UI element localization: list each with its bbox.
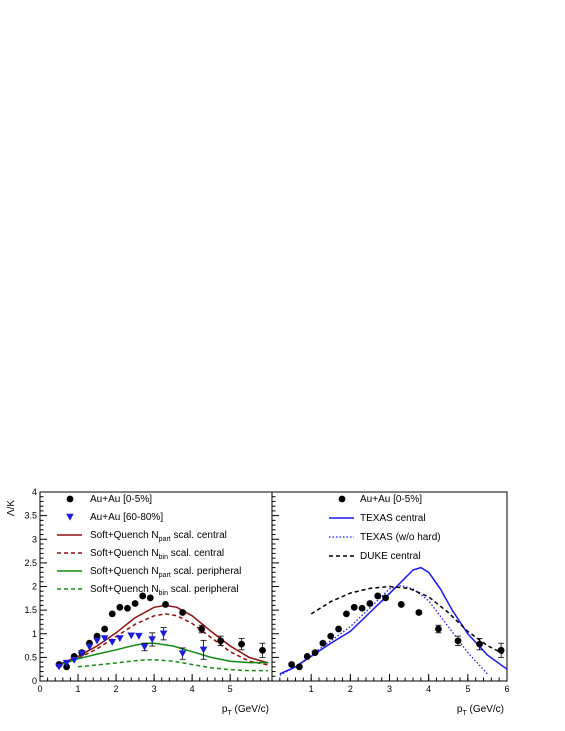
data-point [217, 637, 225, 645]
x-tick-label: 2 [348, 684, 353, 694]
legend-marker [66, 513, 74, 521]
x-axis-label: pT (GeV/c) [222, 704, 269, 717]
data-point [288, 661, 295, 668]
x-tick-label: 1 [76, 684, 81, 694]
curve-line [279, 584, 488, 676]
x-tick-label: 0 [37, 684, 42, 694]
y-tick-label: 2.5 [24, 558, 37, 568]
data-point [303, 653, 311, 660]
data-point [127, 632, 136, 640]
x-tick-label: 4 [426, 684, 431, 694]
x-tick-label: 5 [228, 684, 233, 694]
curve-line [77, 658, 269, 672]
curve-line [279, 566, 508, 675]
data-point [116, 603, 124, 611]
legend-marker [66, 495, 74, 503]
data-point [435, 625, 442, 633]
data-point [415, 609, 423, 616]
y-tick-label: 3.5 [24, 511, 37, 521]
y-tick-label: 2 [32, 582, 37, 592]
x-tick-label: 3 [152, 684, 157, 694]
data-point [131, 600, 139, 607]
data-point [374, 592, 382, 600]
data-point [146, 594, 154, 602]
data-point [100, 635, 109, 643]
data-point [198, 625, 206, 633]
curve-line [58, 642, 269, 666]
data-point [259, 646, 266, 654]
legend-label: Au+Au [0-5%] [90, 494, 152, 505]
x-tick-label: 3 [387, 684, 392, 694]
y-axis-label: Λ/K [6, 500, 17, 516]
data-point [101, 625, 109, 633]
y-tick-label: 3 [32, 534, 37, 544]
data-point [116, 635, 124, 643]
legend-label: TEXAS (w/o hard) [360, 532, 441, 543]
y-tick-label: 4 [32, 487, 37, 497]
data-point [70, 657, 79, 664]
data-point [62, 659, 71, 667]
legend-marker [338, 495, 346, 503]
y-tick-label: 0 [32, 676, 37, 686]
left-panel: 0 1 2 3 4 5 0 0.5 1 1.5 2 2.5 3 3.5 4 Λ/K pT (GeV/c) Au+A… [6, 487, 273, 717]
data-point [140, 643, 149, 651]
data-point [159, 630, 168, 638]
data-point [179, 609, 187, 616]
data-point [454, 637, 462, 645]
data-point [63, 663, 71, 671]
x-tick-label: 1 [309, 684, 314, 694]
data-point [397, 601, 405, 608]
data-point [108, 610, 116, 618]
data-point [382, 594, 389, 602]
data-point [358, 604, 366, 612]
legend-label: Soft+Quench Nbin scal. central [90, 548, 224, 561]
data-point [93, 637, 101, 645]
data-point [350, 603, 358, 611]
data-point [148, 636, 156, 644]
data-point [124, 604, 131, 612]
data-point [497, 646, 505, 654]
data-point [476, 640, 483, 648]
y-tick-label: 1 [32, 629, 37, 639]
curve-line [58, 613, 269, 667]
legend-label: Soft+Quench Npart scal. peripheral [90, 566, 241, 579]
legend-label: Au+Au [60-80%] [90, 512, 163, 523]
data-point [311, 649, 319, 657]
curve-line [310, 585, 504, 655]
data-point [366, 600, 374, 607]
y-tick-label: 0.5 [24, 652, 37, 662]
data-point [199, 646, 208, 654]
data-point [238, 640, 245, 648]
x-tick-label: 2 [114, 684, 119, 694]
legend-label: Soft+Quench Npart scal. central [90, 530, 227, 543]
x-tick-label: 5 [465, 684, 470, 694]
legend-label: DUKE central [360, 551, 421, 562]
data-point [335, 625, 342, 633]
data-point [85, 643, 94, 651]
data-point [108, 639, 117, 646]
data-point [55, 663, 63, 671]
data-point [139, 592, 147, 600]
data-point [178, 650, 187, 658]
data-point [296, 663, 303, 671]
x-axis-label: pT (GeV/c) [457, 704, 504, 717]
y-tick-label: 1.5 [24, 605, 37, 615]
right-panel: 1 2 3 4 5 6pT (GeV/c) Au+Au [0-5%] TEXAS centra… [271, 491, 510, 717]
data-point [327, 632, 335, 640]
x-tick-label: 4 [190, 684, 195, 694]
x-tick-label: 6 [504, 684, 509, 694]
data-point [343, 610, 350, 618]
data-point [78, 650, 86, 658]
data-point [319, 639, 327, 647]
legend-label: Soft+Quench Nbin scal. peripheral [90, 584, 239, 597]
legend-label: Au+Au [0-5%] [360, 494, 422, 505]
legend-label: TEXAS central [360, 513, 426, 524]
data-point [162, 601, 169, 608]
data-point [135, 632, 143, 640]
